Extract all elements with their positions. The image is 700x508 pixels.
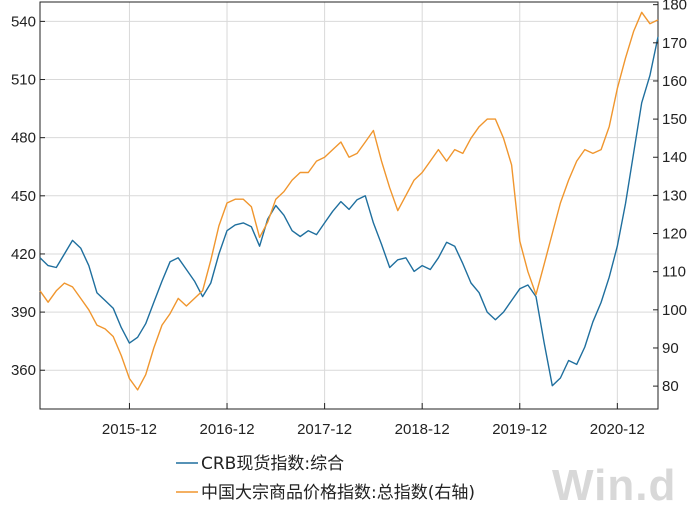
y-right-tick-label: 160 [662,73,687,90]
y-left-tick-label: 540 [11,13,36,30]
y-right-tick-label: 150 [662,111,687,128]
y-left-tick-label: 510 [11,72,36,89]
y-right-tick-label: 170 [662,35,687,52]
legend-label-ccpi: 中国大宗商品价格指数:总指数(右轴) [201,483,475,503]
x-tick-label: 2015-12 [102,421,157,438]
y-right-tick-label: 100 [662,302,687,319]
x-tick-label: 2016-12 [199,421,254,438]
x-tick-label: 2019-12 [492,421,547,438]
y-left-tick-label: 480 [11,130,36,147]
x-tick-label: 2018-12 [395,421,450,438]
y-right-tick-label: 90 [662,340,679,357]
y-right-tick-label: 140 [662,149,687,166]
watermark-text: Win.d [552,461,676,508]
y-right-tick-label: 120 [662,226,687,243]
x-tick-label: 2017-12 [297,421,352,438]
series-layer [39,11,659,391]
y-left-tick-label: 390 [11,304,36,321]
y-right-tick-label: 110 [662,264,686,281]
grid [40,2,658,409]
y-right-tick-label: 80 [662,378,679,395]
series-line-ccpi [39,11,659,391]
legend: CRB现货指数:综合 中国大宗商品价格指数:总指数(右轴) [176,454,475,503]
y-left-tick-label: 360 [11,362,36,379]
plot-frame [39,1,659,410]
x-tick-label: 2020-12 [590,421,645,438]
y-left-tick-label: 420 [11,246,36,263]
y-left-tick-label: 450 [11,188,36,205]
y-right-tick-label: 130 [662,187,687,204]
axes: 360 390 420 450 480 510 540 80 90 100 110 120 130 140… [11,0,687,438]
y-right-tick-label: 180 [662,0,687,14]
legend-label-crb: CRB现货指数:综合 [201,454,344,474]
series-line-crb [39,36,659,387]
